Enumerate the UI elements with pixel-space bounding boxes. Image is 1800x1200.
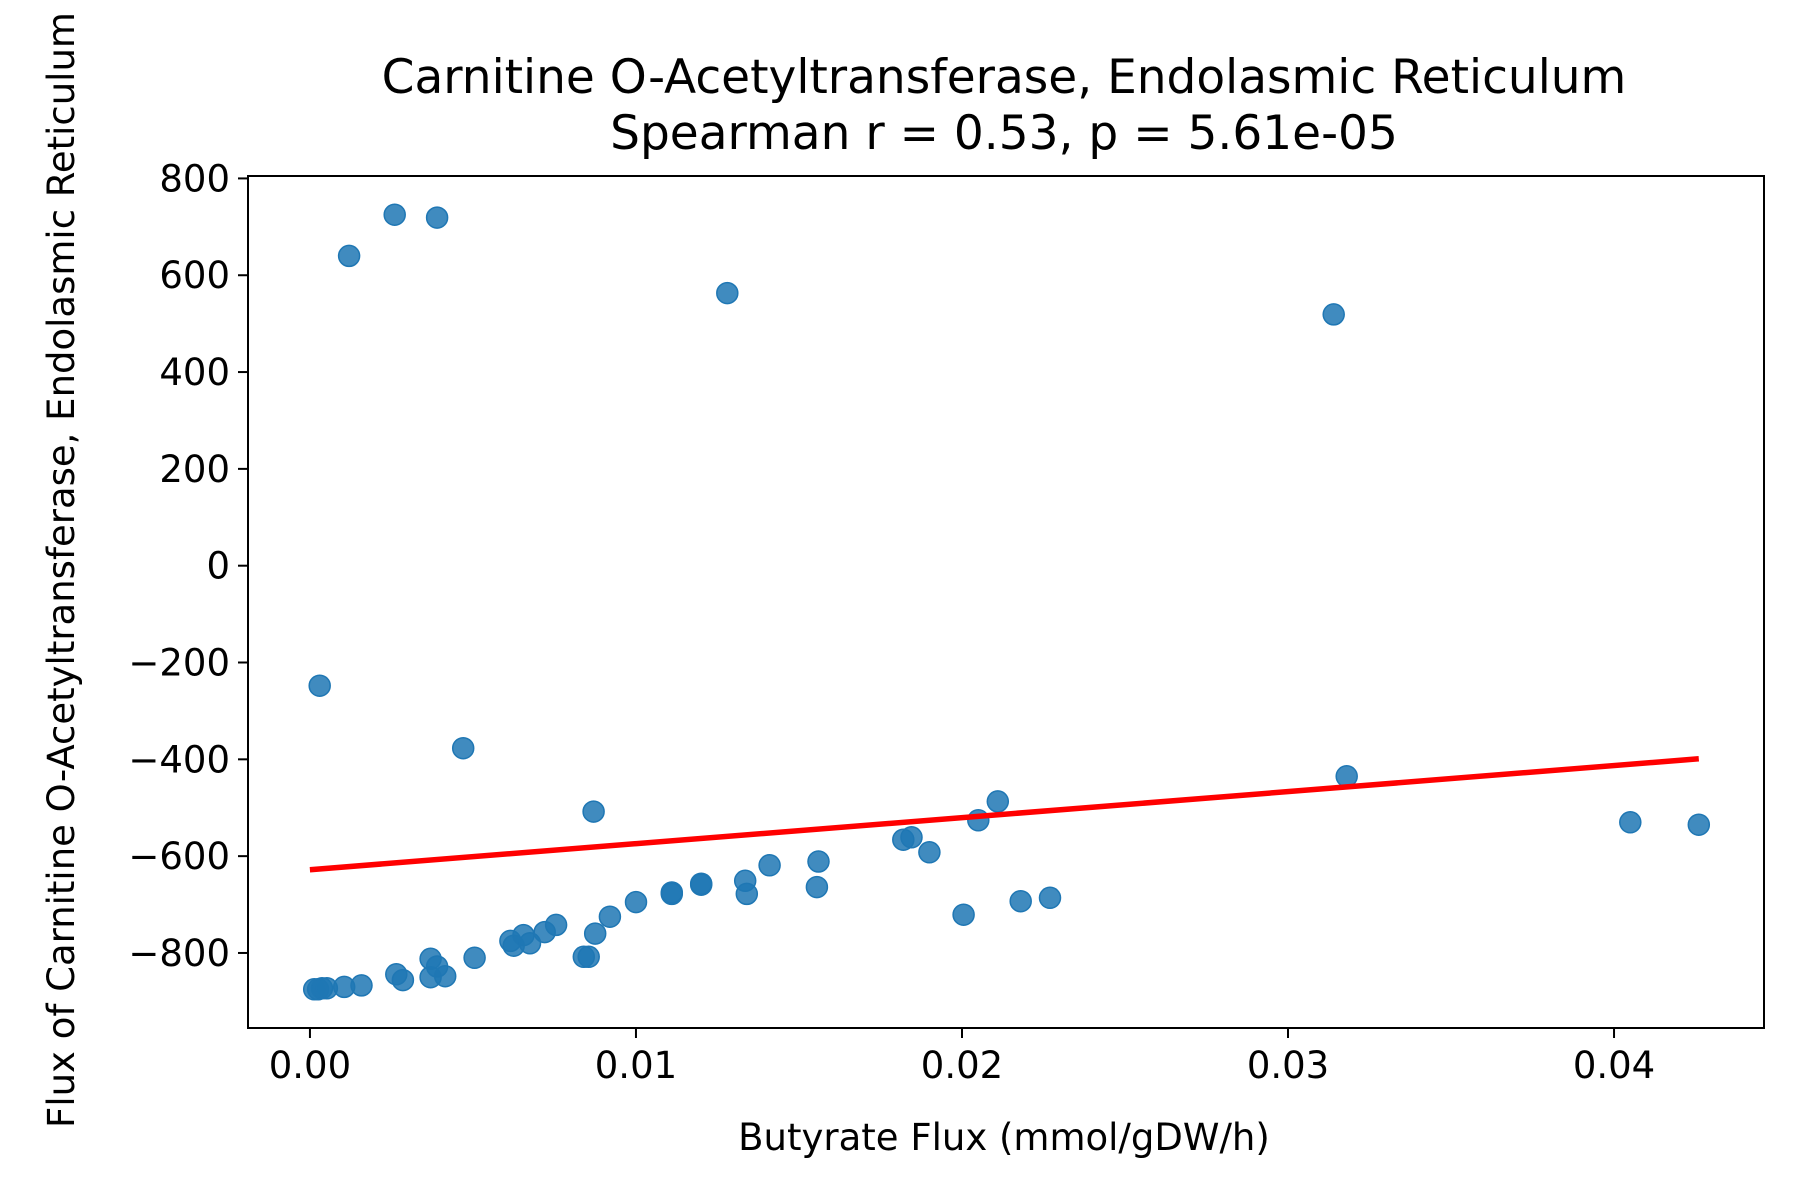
y-tick-label: −800 [128, 932, 230, 975]
data-point [918, 841, 941, 864]
data-point [463, 946, 486, 970]
chart-title: Carnitine O-Acetyltransferase, Endolasmi… [382, 50, 1627, 105]
data-point [624, 890, 648, 914]
y-tick-label: 0 [206, 545, 230, 588]
y-tick-label: 800 [159, 157, 230, 200]
data-point [805, 875, 829, 899]
y-axis: 800 600 400 200 0 −200 −400 −600 −800 [128, 157, 248, 975]
y-tick-label: 200 [159, 448, 230, 491]
x-tick-label: 0.02 [921, 1044, 1003, 1087]
data-point [1009, 889, 1032, 913]
data-point [1038, 886, 1062, 910]
data-point [577, 945, 600, 969]
data-point [660, 881, 684, 904]
data-point [716, 281, 739, 305]
x-tick-label: 0.03 [1247, 1044, 1329, 1087]
data-point [967, 809, 990, 832]
x-tick-label: 0.00 [269, 1044, 351, 1087]
data-point [350, 974, 373, 997]
data-point [689, 872, 713, 895]
data-point [900, 826, 923, 849]
data-point [598, 905, 622, 928]
regression-line [309, 756, 1700, 873]
data-point [1687, 813, 1711, 836]
data-point [583, 922, 607, 945]
data-point [952, 903, 975, 926]
axes-frame [247, 175, 1765, 1029]
y-tick-label: −200 [128, 642, 230, 685]
data-point [433, 964, 457, 988]
x-tick-label: 0.04 [1573, 1044, 1655, 1087]
plot-area [247, 175, 1765, 1029]
data-point [758, 854, 781, 877]
data-point [1322, 303, 1345, 326]
data-point [735, 882, 759, 906]
data-point [544, 913, 568, 937]
data-point [986, 790, 1010, 813]
x-axis: 0.00 0.01 0.02 0.03 0.04 [269, 1028, 1655, 1087]
y-tick-label: 400 [159, 351, 230, 394]
data-point [337, 244, 361, 268]
data-point [451, 736, 475, 760]
data-point [807, 850, 830, 873]
y-axis-label: Flux of Carnitine O-Acetyltransferase, E… [40, 12, 83, 1128]
data-point [383, 203, 406, 226]
y-tick-label: 600 [159, 254, 230, 297]
data-point [582, 800, 605, 823]
data-point [308, 674, 331, 697]
y-tick-label: −400 [128, 738, 230, 781]
x-tick-label: 0.01 [595, 1044, 677, 1087]
y-tick-label: −600 [128, 835, 230, 878]
chart-subtitle: Spearman r = 0.53, p = 5.61e-05 [610, 106, 1398, 161]
data-point [1619, 811, 1642, 834]
data-point [391, 968, 415, 992]
data-point [425, 206, 449, 229]
x-axis-label: Butyrate Flux (mmol/gDW/h) [738, 1116, 1270, 1159]
